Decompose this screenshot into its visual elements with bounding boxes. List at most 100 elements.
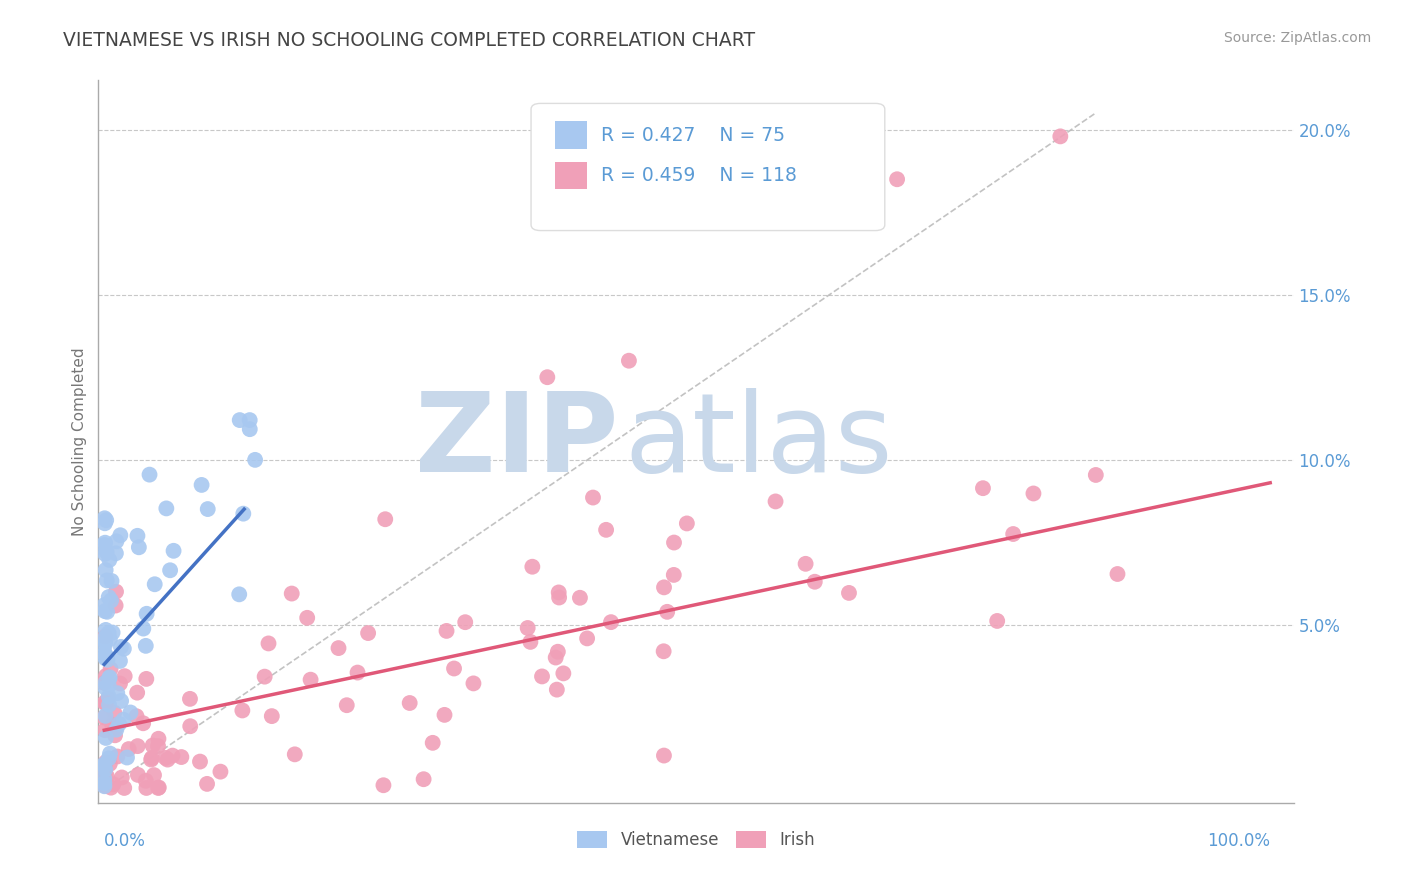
Point	[162, 748, 184, 763]
Point	[94, 681, 117, 695]
Point	[195, 777, 218, 791]
Point	[94, 648, 117, 662]
Point	[228, 587, 250, 601]
Point	[548, 591, 571, 605]
Point	[143, 577, 166, 591]
Point	[531, 669, 554, 683]
Point	[170, 750, 193, 764]
Point	[98, 670, 121, 684]
Point	[155, 751, 177, 765]
Point	[93, 758, 115, 772]
Point	[94, 647, 117, 661]
Point	[239, 413, 262, 427]
Point	[93, 773, 115, 788]
Point	[794, 557, 817, 571]
Point	[676, 516, 699, 531]
Point	[280, 586, 302, 600]
Point	[838, 586, 860, 600]
Point	[232, 507, 254, 521]
Point	[373, 778, 395, 792]
Text: atlas: atlas	[624, 388, 893, 495]
Point	[94, 723, 117, 738]
Point	[135, 773, 157, 788]
Point	[519, 635, 541, 649]
Point	[132, 622, 155, 636]
Point	[662, 568, 685, 582]
Point	[243, 453, 266, 467]
Text: VIETNAMESE VS IRISH NO SCHOOLING COMPLETED CORRELATION CHART: VIETNAMESE VS IRISH NO SCHOOLING COMPLET…	[63, 31, 755, 50]
Point	[231, 703, 253, 717]
Point	[94, 779, 117, 793]
Point	[546, 682, 568, 697]
Point	[94, 635, 117, 649]
Point	[135, 607, 157, 621]
Point	[94, 731, 117, 745]
Point	[93, 639, 115, 653]
Point	[94, 629, 117, 643]
Point	[138, 467, 160, 482]
Point	[93, 772, 115, 786]
FancyBboxPatch shape	[531, 103, 884, 230]
Point	[127, 739, 149, 753]
Point	[209, 764, 232, 779]
Point	[98, 747, 121, 761]
Point	[93, 769, 115, 783]
Point	[108, 654, 131, 668]
Point	[886, 172, 908, 186]
Point	[239, 422, 262, 436]
Point	[179, 719, 201, 733]
Point	[132, 716, 155, 731]
Point	[412, 772, 434, 787]
Point	[156, 753, 179, 767]
Point	[97, 751, 120, 765]
Point	[98, 698, 121, 712]
Point	[159, 563, 181, 577]
Point	[96, 653, 118, 667]
Point	[127, 686, 149, 700]
Point	[765, 494, 787, 508]
Point	[544, 650, 567, 665]
Point	[103, 777, 125, 791]
Point	[112, 780, 135, 795]
Point	[522, 559, 544, 574]
Point	[652, 580, 675, 594]
Point	[141, 751, 163, 765]
Point	[346, 665, 368, 680]
Point	[516, 621, 538, 635]
Point	[141, 753, 163, 767]
Point	[398, 696, 420, 710]
Point	[94, 535, 117, 549]
Point	[127, 529, 149, 543]
Point	[105, 584, 128, 599]
Point	[617, 353, 640, 368]
Point	[553, 666, 575, 681]
Point	[94, 623, 117, 637]
Text: 0.0%: 0.0%	[104, 831, 146, 850]
Point	[98, 756, 121, 771]
Point	[93, 598, 115, 612]
Point	[148, 780, 170, 795]
Point	[94, 675, 117, 690]
Point	[93, 767, 115, 781]
Point	[197, 502, 219, 516]
Point	[93, 757, 115, 772]
Point	[547, 645, 569, 659]
Point	[1084, 467, 1107, 482]
Point	[94, 763, 117, 777]
Point	[96, 605, 118, 619]
Point	[652, 748, 675, 763]
Point	[94, 651, 117, 665]
Text: Source: ZipAtlas.com: Source: ZipAtlas.com	[1223, 31, 1371, 45]
Point	[108, 676, 131, 690]
Point	[93, 773, 115, 788]
Y-axis label: No Schooling Completed: No Schooling Completed	[72, 347, 87, 536]
Point	[94, 631, 117, 645]
Point	[125, 709, 148, 723]
Point	[657, 605, 679, 619]
Point	[295, 611, 318, 625]
Text: ZIP: ZIP	[415, 388, 619, 495]
Point	[93, 538, 115, 552]
Point	[582, 491, 605, 505]
Point	[142, 739, 165, 753]
Point	[97, 679, 120, 693]
